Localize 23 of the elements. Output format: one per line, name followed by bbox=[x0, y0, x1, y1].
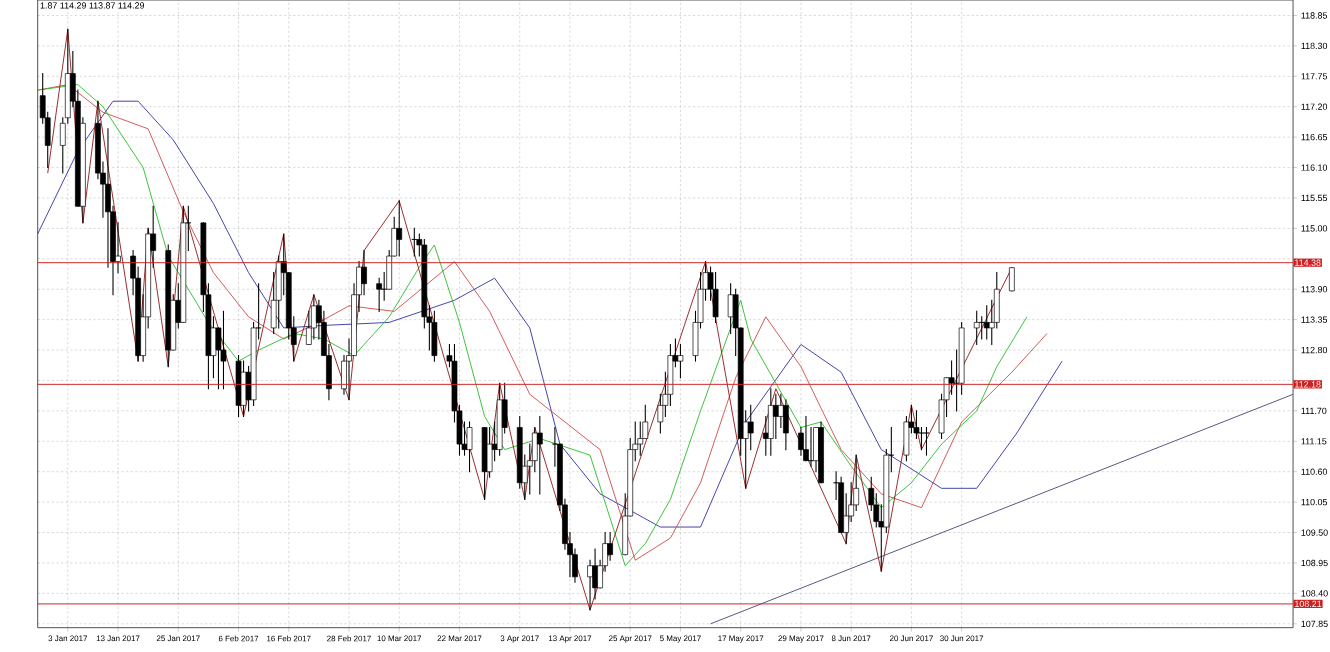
candlestick bbox=[803, 416, 809, 462]
candlestick bbox=[1009, 267, 1015, 292]
candlestick bbox=[431, 311, 438, 363]
candlestick bbox=[376, 278, 382, 313]
candlestick bbox=[767, 388, 774, 457]
candlestick bbox=[396, 200, 403, 258]
candlestick bbox=[783, 399, 789, 451]
candlestick bbox=[727, 283, 734, 335]
candlestick bbox=[240, 361, 247, 418]
candlestick bbox=[918, 427, 925, 451]
candlestick bbox=[311, 294, 317, 341]
candlestick bbox=[677, 344, 684, 379]
candlestick bbox=[772, 394, 779, 440]
candlestick bbox=[973, 311, 980, 346]
candlestick bbox=[747, 405, 754, 451]
candlestick bbox=[235, 355, 242, 418]
candlestick bbox=[983, 305, 990, 341]
candlestick bbox=[486, 427, 493, 479]
candlestick bbox=[481, 427, 488, 501]
candlestick bbox=[637, 421, 644, 457]
candlestick bbox=[712, 272, 719, 324]
candlestick bbox=[536, 416, 543, 495]
candlestick bbox=[923, 427, 930, 457]
